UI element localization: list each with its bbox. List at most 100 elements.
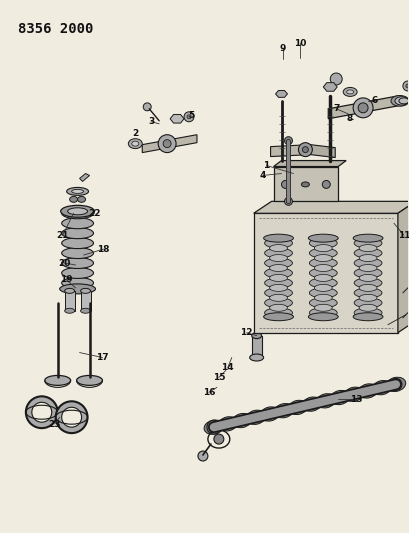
Circle shape xyxy=(143,103,151,111)
Ellipse shape xyxy=(288,400,307,415)
Text: 6: 6 xyxy=(371,96,377,106)
Polygon shape xyxy=(275,91,287,98)
Circle shape xyxy=(32,402,52,422)
Text: 1: 1 xyxy=(263,161,269,170)
Ellipse shape xyxy=(269,255,287,262)
Bar xyxy=(81,291,90,311)
Ellipse shape xyxy=(61,208,93,219)
Circle shape xyxy=(207,420,220,434)
Ellipse shape xyxy=(352,234,382,242)
Text: 11: 11 xyxy=(397,231,409,240)
Ellipse shape xyxy=(61,248,93,259)
Ellipse shape xyxy=(61,268,93,278)
Circle shape xyxy=(402,81,409,91)
Ellipse shape xyxy=(398,98,408,104)
Text: 3: 3 xyxy=(148,117,154,126)
Ellipse shape xyxy=(357,384,377,398)
Ellipse shape xyxy=(65,308,74,313)
Ellipse shape xyxy=(348,390,358,398)
Ellipse shape xyxy=(358,304,376,311)
Ellipse shape xyxy=(259,407,279,421)
Ellipse shape xyxy=(264,248,292,258)
Ellipse shape xyxy=(309,258,337,268)
Circle shape xyxy=(389,378,401,390)
Ellipse shape xyxy=(218,417,237,431)
Ellipse shape xyxy=(76,375,102,385)
Ellipse shape xyxy=(301,397,321,411)
Polygon shape xyxy=(323,83,337,91)
Text: 2: 2 xyxy=(132,129,138,138)
Ellipse shape xyxy=(67,208,88,215)
Ellipse shape xyxy=(269,245,287,252)
Text: 12: 12 xyxy=(240,328,252,337)
Ellipse shape xyxy=(353,288,381,298)
Ellipse shape xyxy=(81,288,90,293)
Polygon shape xyxy=(170,115,184,123)
Text: 8356 2000: 8356 2000 xyxy=(18,22,93,36)
Ellipse shape xyxy=(309,278,337,288)
Ellipse shape xyxy=(222,420,232,428)
Ellipse shape xyxy=(358,255,376,262)
Circle shape xyxy=(26,397,58,428)
Circle shape xyxy=(61,407,81,427)
Ellipse shape xyxy=(394,96,408,105)
Text: 5: 5 xyxy=(187,111,193,120)
Text: 10: 10 xyxy=(294,39,306,47)
Ellipse shape xyxy=(309,248,337,258)
Ellipse shape xyxy=(251,333,261,338)
Ellipse shape xyxy=(269,294,287,301)
Ellipse shape xyxy=(343,387,363,401)
Polygon shape xyxy=(253,213,397,333)
Ellipse shape xyxy=(273,403,293,418)
Ellipse shape xyxy=(353,268,381,278)
Text: 9: 9 xyxy=(279,44,285,53)
Text: 20: 20 xyxy=(58,259,71,268)
Polygon shape xyxy=(273,166,337,201)
Ellipse shape xyxy=(353,238,381,248)
Polygon shape xyxy=(310,144,335,158)
Circle shape xyxy=(330,73,342,85)
Ellipse shape xyxy=(346,90,353,94)
Ellipse shape xyxy=(314,285,331,292)
Ellipse shape xyxy=(306,400,316,408)
Ellipse shape xyxy=(264,268,292,278)
Circle shape xyxy=(187,115,191,119)
Ellipse shape xyxy=(376,384,386,392)
Ellipse shape xyxy=(309,308,337,318)
Circle shape xyxy=(56,401,88,433)
Ellipse shape xyxy=(245,410,265,424)
Ellipse shape xyxy=(358,245,376,252)
Ellipse shape xyxy=(67,188,88,196)
Ellipse shape xyxy=(264,258,292,268)
Ellipse shape xyxy=(60,284,95,294)
Circle shape xyxy=(198,451,207,461)
Ellipse shape xyxy=(329,390,349,405)
Text: 17: 17 xyxy=(96,353,108,362)
Ellipse shape xyxy=(371,381,391,395)
Circle shape xyxy=(302,147,308,152)
Ellipse shape xyxy=(264,278,292,288)
Text: 22: 22 xyxy=(88,209,101,218)
Ellipse shape xyxy=(45,375,70,385)
Ellipse shape xyxy=(77,196,85,203)
Circle shape xyxy=(158,135,175,152)
Ellipse shape xyxy=(342,87,356,96)
Ellipse shape xyxy=(309,238,337,248)
Polygon shape xyxy=(270,144,310,157)
Ellipse shape xyxy=(128,139,142,149)
Ellipse shape xyxy=(314,274,331,281)
Ellipse shape xyxy=(390,95,408,106)
Ellipse shape xyxy=(353,278,381,288)
Ellipse shape xyxy=(269,274,287,281)
Circle shape xyxy=(213,434,223,444)
Ellipse shape xyxy=(61,228,93,239)
Ellipse shape xyxy=(314,255,331,262)
Ellipse shape xyxy=(320,397,330,405)
Circle shape xyxy=(284,197,292,205)
Ellipse shape xyxy=(269,285,287,292)
Ellipse shape xyxy=(269,304,287,311)
Ellipse shape xyxy=(72,189,83,193)
Ellipse shape xyxy=(249,354,263,361)
Text: 23: 23 xyxy=(48,419,61,429)
Ellipse shape xyxy=(358,294,376,301)
